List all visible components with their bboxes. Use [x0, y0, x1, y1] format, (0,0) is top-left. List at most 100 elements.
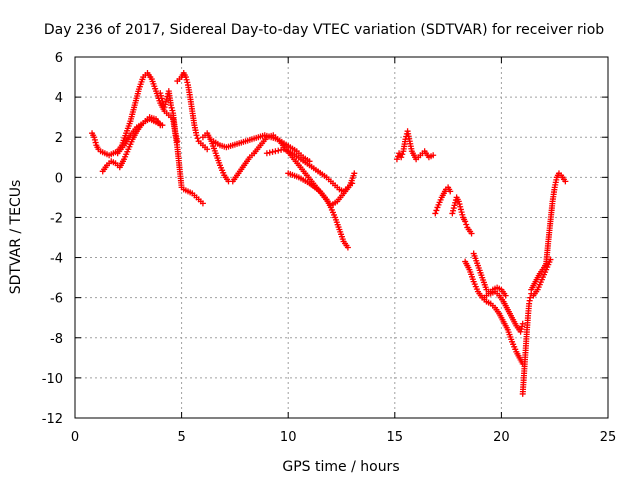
y-tick-label: 0	[55, 171, 63, 186]
data-point	[398, 154, 405, 161]
data-point	[182, 74, 189, 81]
y-tick-label: 4	[55, 91, 63, 106]
x-tick-label: 15	[387, 430, 404, 445]
series-arc-20	[530, 256, 554, 299]
y-tick-label: -12	[42, 412, 63, 427]
data-point	[91, 134, 98, 141]
data-point	[351, 170, 358, 177]
data-point	[159, 98, 166, 105]
data-point	[168, 104, 175, 111]
data-point	[157, 122, 164, 129]
data-point	[433, 207, 440, 214]
data-point	[194, 135, 201, 142]
y-tick-labels: -12 -10 -8 -6 -4 -2 0 2 4 6	[42, 51, 63, 427]
series-arc-6	[180, 186, 206, 207]
data-point	[562, 178, 569, 185]
series-arc-19	[528, 170, 569, 293]
data-point	[458, 209, 465, 216]
data-point	[393, 156, 400, 163]
series-arc-18	[519, 290, 535, 397]
data-point	[199, 200, 206, 207]
chart-title: Day 236 of 2017, Sidereal Day-to-day VTE…	[44, 22, 604, 38]
series-arc-4	[157, 88, 181, 145]
data-point	[518, 326, 525, 333]
series-arc-11	[285, 170, 351, 251]
series-arc-9	[251, 132, 358, 209]
y-tick-label: -2	[50, 211, 63, 226]
data-point	[184, 79, 191, 86]
data-point	[463, 221, 470, 228]
data-point	[502, 292, 509, 299]
data-point	[163, 96, 170, 103]
series-arc-7	[199, 130, 258, 185]
series-arc-5	[174, 70, 211, 153]
x-axis-label: GPS time / hours	[282, 459, 399, 475]
x-tick-label: 10	[280, 430, 297, 445]
data-point	[349, 180, 356, 187]
x-tick-label: 5	[177, 430, 185, 445]
data-point	[456, 201, 463, 208]
y-tick-label: -8	[50, 332, 63, 347]
plot-frame	[74, 56, 609, 419]
data-point	[455, 198, 462, 205]
data-point	[269, 148, 276, 155]
data-point	[263, 150, 270, 157]
data-point	[432, 210, 439, 217]
data-point	[459, 211, 466, 218]
data-point	[457, 203, 464, 210]
series-arc-16	[470, 250, 526, 335]
data-point	[157, 90, 164, 97]
x-tick-label: 25	[600, 430, 617, 445]
data-point	[449, 210, 456, 217]
data-point	[468, 230, 475, 237]
series-arc-3	[114, 114, 164, 157]
data-point	[169, 107, 176, 114]
data-point	[158, 95, 165, 102]
series-arc-13	[432, 184, 454, 217]
data-point	[162, 98, 169, 105]
y-tick-label: -6	[50, 292, 63, 307]
series-arc-14	[449, 194, 475, 237]
y-tick-label: -4	[50, 252, 63, 267]
data-point	[344, 244, 351, 251]
data-point	[450, 207, 457, 214]
data-point	[91, 136, 98, 143]
data-point	[162, 101, 169, 108]
data-point	[547, 256, 554, 263]
series-arc-15	[462, 258, 526, 367]
series-arc-10	[263, 146, 356, 195]
data-point	[527, 294, 534, 301]
data-point	[450, 205, 457, 212]
data-point	[275, 147, 282, 154]
data-point	[183, 76, 190, 83]
y-tick-label: 6	[55, 51, 63, 66]
y-axis-label: SDTVAR / TECUs	[8, 180, 24, 295]
grid	[75, 57, 608, 418]
data-point	[157, 92, 164, 99]
data-point	[519, 323, 526, 330]
data-point	[447, 188, 454, 195]
data-point	[457, 206, 464, 213]
series-arc-2	[99, 116, 166, 175]
data-point	[92, 139, 99, 146]
x-tick-labels: 0 5 10 15 20 25	[71, 430, 616, 445]
data-point	[517, 328, 524, 335]
data-point	[519, 320, 526, 327]
data-point	[399, 151, 406, 158]
series-arc-17	[481, 284, 509, 301]
x-tick-label: 0	[71, 430, 79, 445]
data-point	[272, 148, 279, 155]
data-point	[167, 102, 174, 109]
data-point	[161, 104, 168, 111]
data-point	[462, 218, 469, 225]
data-point	[174, 138, 181, 145]
x-tick-label: 20	[493, 430, 510, 445]
y-tick-label: -10	[42, 372, 63, 387]
data-point	[430, 152, 437, 159]
series-arc-12	[393, 128, 437, 163]
data-point	[266, 149, 273, 156]
data-point	[452, 199, 459, 206]
data-points	[89, 70, 569, 397]
data-point	[451, 202, 458, 209]
